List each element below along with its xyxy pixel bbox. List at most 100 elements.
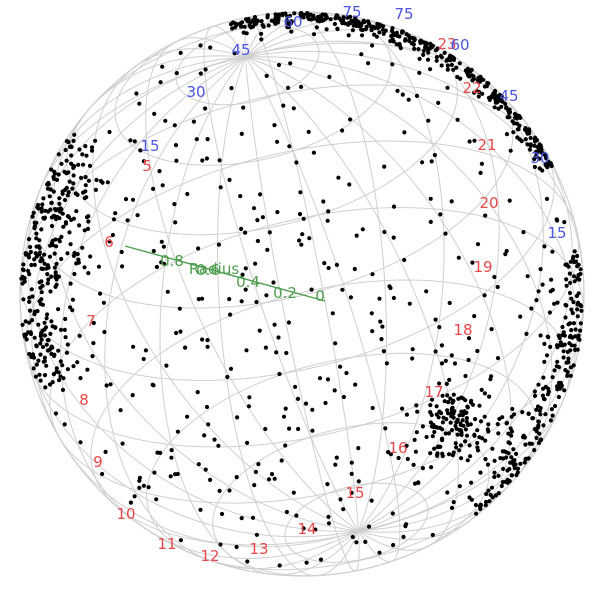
data-point <box>131 344 136 349</box>
data-point <box>277 563 282 568</box>
data-point <box>507 198 512 203</box>
data-point <box>451 411 456 416</box>
data-point <box>359 33 365 38</box>
data-point <box>507 441 512 446</box>
data-point <box>333 341 338 346</box>
data-point <box>49 274 54 279</box>
data-point <box>39 266 44 271</box>
data-point <box>108 382 113 387</box>
data-point <box>276 335 281 340</box>
data-point <box>388 39 393 44</box>
data-point <box>550 249 555 254</box>
data-point <box>390 511 395 516</box>
data-point <box>575 253 580 259</box>
data-point <box>70 186 75 191</box>
data-point <box>132 494 137 499</box>
data-point <box>273 20 278 25</box>
data-point <box>239 299 244 304</box>
data-point <box>30 294 35 299</box>
data-point <box>86 178 91 183</box>
data-point <box>154 497 159 502</box>
data-point <box>495 422 500 427</box>
grid-parallel <box>90 279 571 546</box>
data-point <box>36 244 41 249</box>
grid-meridian <box>51 55 359 532</box>
data-point <box>77 147 82 152</box>
data-point <box>30 352 35 357</box>
data-point <box>562 388 567 393</box>
data-point <box>44 363 49 368</box>
data-point <box>309 287 314 292</box>
data-point <box>46 338 51 343</box>
data-point <box>45 272 50 277</box>
ra-hour-tick-label: 14 <box>297 520 316 538</box>
data-point <box>523 137 528 142</box>
data-point <box>391 295 396 301</box>
data-point <box>445 411 451 416</box>
grid-meridian <box>19 56 359 538</box>
data-point <box>424 434 429 440</box>
data-point <box>447 377 452 382</box>
data-point <box>400 29 405 34</box>
data-point <box>466 336 472 341</box>
data-point <box>554 364 559 369</box>
data-point <box>288 61 293 66</box>
data-point <box>459 409 464 414</box>
data-point <box>488 377 493 382</box>
data-point <box>45 312 50 317</box>
data-point <box>323 12 328 17</box>
data-point <box>421 52 426 58</box>
data-point <box>84 195 89 200</box>
data-point <box>449 199 454 204</box>
data-point <box>332 21 337 27</box>
data-point <box>475 448 481 453</box>
data-point <box>403 524 408 529</box>
data-point <box>59 256 64 262</box>
data-point <box>62 422 67 427</box>
declination-tick-label: 60 <box>283 13 302 31</box>
data-point <box>40 344 46 350</box>
data-point <box>341 394 346 400</box>
data-point <box>285 85 291 90</box>
data-point <box>460 396 466 401</box>
data-point <box>91 320 96 326</box>
data-point <box>45 348 51 353</box>
data-point <box>404 32 409 37</box>
data-point <box>448 420 453 425</box>
data-point <box>542 359 547 364</box>
data-point <box>313 527 318 532</box>
data-point <box>310 428 315 433</box>
data-point <box>281 103 286 108</box>
data-point <box>416 47 421 52</box>
data-point <box>424 289 429 294</box>
data-point <box>374 34 379 39</box>
data-point <box>75 360 80 365</box>
data-point <box>28 330 33 335</box>
data-point <box>486 95 492 100</box>
data-point <box>279 458 284 463</box>
data-point <box>322 261 327 266</box>
data-points <box>19 10 584 568</box>
data-point <box>395 88 400 93</box>
data-point <box>428 403 433 408</box>
data-point <box>178 538 183 543</box>
data-point <box>496 473 501 478</box>
data-point <box>482 414 487 419</box>
data-point <box>291 106 296 111</box>
data-point <box>458 428 464 433</box>
data-point <box>377 30 382 35</box>
data-point <box>90 354 95 359</box>
data-point <box>434 412 439 417</box>
data-point <box>80 152 85 157</box>
data-point <box>557 386 563 391</box>
data-point <box>272 123 277 128</box>
data-point <box>476 94 481 99</box>
data-point <box>285 25 290 30</box>
data-point <box>277 371 282 377</box>
data-point <box>56 348 61 353</box>
data-point <box>255 218 260 223</box>
data-point <box>456 396 461 401</box>
data-point <box>420 466 425 471</box>
data-point <box>83 175 88 180</box>
data-point <box>66 140 71 145</box>
